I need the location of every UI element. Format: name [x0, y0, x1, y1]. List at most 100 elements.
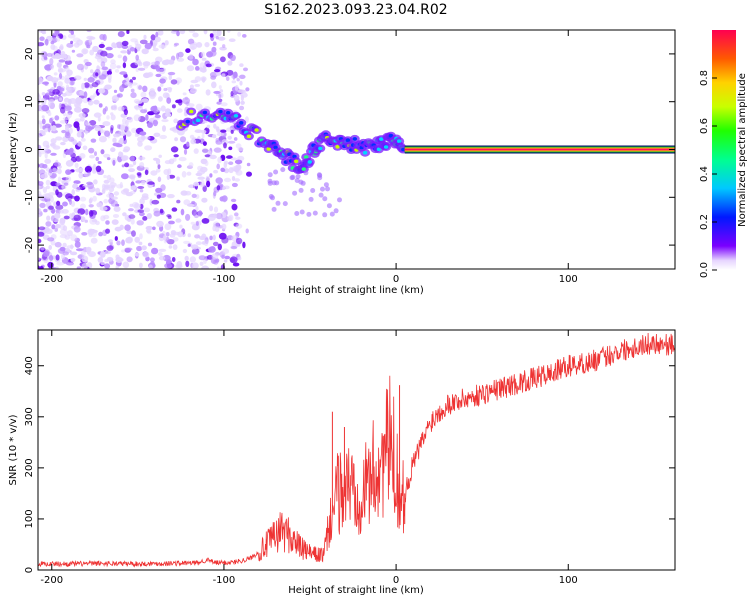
noise-blob: [230, 198, 237, 203]
noise-blob: [130, 218, 135, 225]
noise-blob: [44, 152, 48, 159]
noise-blob: [93, 99, 100, 105]
noise-blob: [70, 40, 74, 45]
noise-blob: [39, 202, 46, 209]
noise-blob: [212, 134, 217, 139]
noise-blob: [34, 231, 37, 236]
noise-blob: [188, 30, 196, 33]
noise-blob: [166, 174, 170, 181]
noise-blob: [116, 93, 123, 98]
noise-blob: [147, 111, 155, 116]
noise-blob: [68, 136, 75, 142]
noise-blob: [48, 192, 56, 196]
noise-blob: [201, 218, 210, 224]
noise-blob: [69, 98, 77, 104]
noise-blob: [54, 241, 62, 248]
noise-blob: [212, 241, 219, 247]
noise-blob: [137, 136, 145, 143]
noise-blob: [194, 129, 203, 133]
noise-blob: [184, 190, 192, 196]
noise-blob: [38, 238, 42, 244]
noise-blob: [67, 198, 72, 202]
noise-blob: [32, 117, 35, 124]
noise-blob: [217, 36, 226, 41]
noise-blob: [105, 228, 111, 234]
noise-blob: [237, 256, 242, 261]
noise-blob: [52, 89, 60, 95]
noise-blob: [244, 116, 249, 123]
noise-blob: [209, 154, 217, 160]
noise-blob: [49, 58, 54, 65]
noise-blob: [214, 69, 221, 73]
noise-blob: [240, 94, 244, 102]
noise-blob: [86, 44, 91, 49]
noise-blob: [151, 199, 160, 205]
noise-blob: [79, 185, 86, 191]
noise-blob: [56, 200, 61, 206]
noise-blob: [98, 231, 103, 237]
noise-blob: [213, 206, 219, 213]
noise-blob: [194, 234, 200, 239]
noise-blob: [131, 127, 138, 134]
noise-blob: [197, 176, 205, 180]
noise-blob: [116, 65, 121, 69]
noise-blob: [230, 246, 238, 250]
noise-blob: [134, 252, 140, 257]
noise-blob: [92, 169, 97, 174]
noise-blob: [84, 219, 88, 223]
signal-core: [195, 118, 201, 123]
noise-blob: [200, 158, 208, 165]
signal-tail-blob: [303, 170, 309, 176]
noise-blob: [186, 171, 192, 176]
noise-blob: [55, 136, 63, 141]
noise-blob: [108, 239, 113, 243]
signal-tail-blob: [320, 186, 325, 192]
noise-blob: [94, 151, 97, 157]
noise-blob: [176, 30, 180, 37]
noise-blob: [87, 182, 95, 190]
noise-blob: [135, 43, 142, 50]
noise-blob: [141, 180, 146, 185]
signal-tail-blob: [295, 174, 301, 179]
noise-blob: [157, 164, 161, 170]
noise-blob: [93, 179, 98, 185]
colorbar-tick-label: 0.0: [699, 262, 710, 278]
noise-blob: [223, 161, 228, 169]
noise-blob: [131, 177, 135, 182]
noise-blob: [114, 236, 118, 241]
noise-blob: [59, 34, 64, 40]
noise-blob: [216, 266, 220, 269]
noise-blob: [113, 89, 118, 93]
noise-blob: [98, 103, 103, 108]
noise-blob: [221, 195, 228, 202]
noise-blob: [52, 167, 57, 173]
noise-blob: [56, 62, 62, 68]
noise-blob: [58, 97, 63, 101]
noise-blob: [198, 255, 206, 261]
noise-blob: [88, 37, 92, 44]
noise-blob: [128, 168, 136, 173]
noise-blob: [80, 131, 85, 139]
noise-blob: [188, 55, 194, 60]
noise-blob: [153, 132, 161, 137]
noise-blob: [62, 151, 67, 159]
noise-blob: [147, 122, 153, 128]
noise-blob: [58, 210, 64, 214]
noise-blob: [134, 133, 139, 137]
noise-blob: [234, 178, 241, 182]
noise-blob: [241, 89, 247, 94]
noise-blob: [213, 213, 217, 219]
noise-blob: [107, 74, 112, 81]
noise-blob: [66, 245, 75, 249]
noise-blob: [142, 61, 151, 67]
noise-blob: [112, 104, 118, 111]
noise-blob: [81, 108, 90, 114]
noise-blob: [103, 179, 110, 184]
noise-blob: [234, 84, 239, 92]
x-tick-label: 0: [393, 274, 399, 285]
noise-blob: [215, 126, 220, 132]
noise-blob: [212, 234, 216, 241]
noise-blob: [222, 44, 226, 48]
noise-blob: [98, 136, 107, 143]
